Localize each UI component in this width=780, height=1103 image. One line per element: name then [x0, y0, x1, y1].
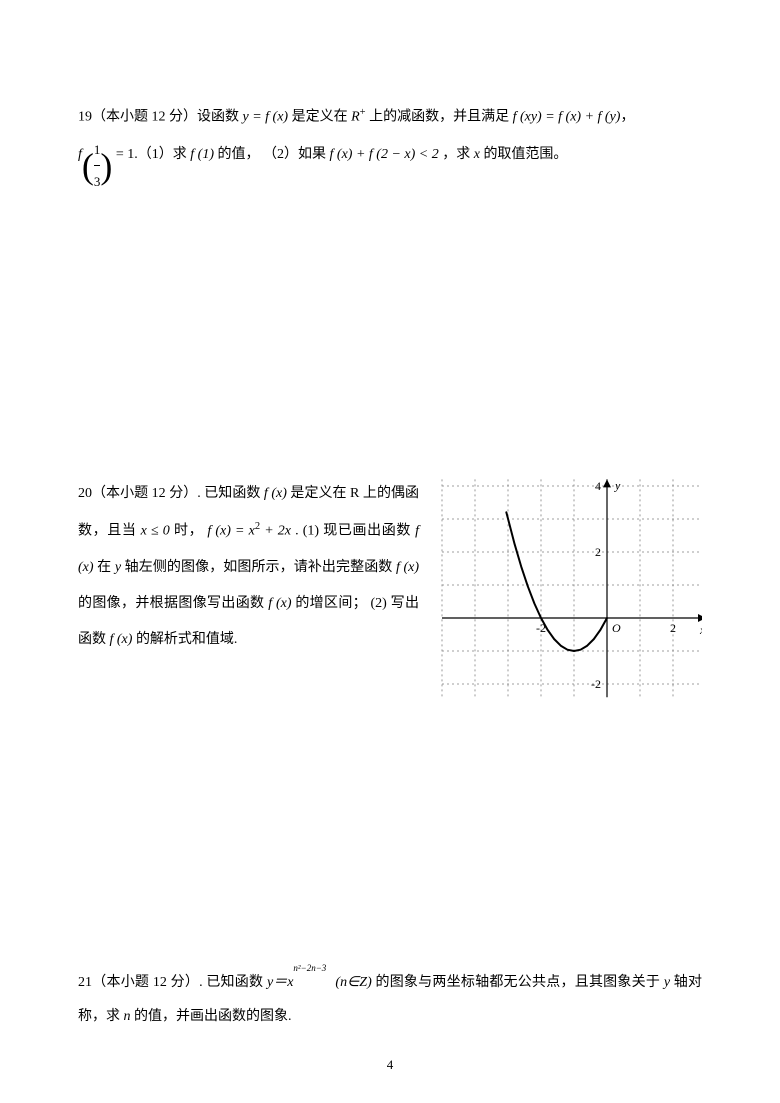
text: 已知函数 [203, 975, 267, 990]
text: 的解析式和值域. [132, 632, 237, 647]
text: 上的减函数，并且满足 [366, 110, 513, 125]
variable-n: n [124, 1009, 131, 1024]
svg-text:O: O [612, 621, 621, 635]
svg-text:2: 2 [670, 621, 676, 635]
svg-text:-2: -2 [591, 677, 601, 691]
problem-number: 21 [78, 975, 92, 990]
text: 是定义在 [288, 110, 351, 125]
function-fx: f (x) [264, 486, 287, 501]
condition: (n∈Z) [335, 975, 371, 990]
problem-20-row: 20（本小题 12 分）. 已知函数 f (x) 是定义在 R 上的偶函数，且当… [78, 476, 702, 706]
text: 在 [94, 560, 115, 575]
svg-text:x: x [699, 623, 702, 637]
equation-post: + 2x [260, 523, 291, 538]
text: ， [620, 110, 634, 125]
text: 的图象与两坐标轴都无公共点，且其图象关于 [372, 975, 664, 990]
equation: f (xy) = f (x) + f (y) [513, 110, 621, 125]
text: 的取值范围。 [480, 147, 568, 162]
text: 设函数 [197, 110, 243, 125]
equation: y = f (x) [243, 110, 289, 125]
domain-symbol: R [351, 110, 360, 125]
subquestion-2: （2）如果 [260, 147, 330, 162]
points-label: （本小题 12 分） [92, 110, 197, 125]
condition: x ≤ 0 [141, 523, 170, 538]
function-fx: f (x) [110, 632, 133, 647]
equation: f (x) + f (2 − x) < 2 [330, 147, 439, 162]
text: 的值，并画出函数的图象. [131, 1009, 292, 1024]
text: 的图像，并根据图像写出函数 [78, 596, 268, 611]
svg-text:y: y [614, 479, 621, 493]
text: 轴左侧的图像，如图所示，请补出完整函数 [121, 560, 396, 575]
problem-19: 19（本小题 12 分）设函数 y = f (x) 是定义在 R+ 上的减函数，… [78, 100, 702, 176]
svg-text:4: 4 [595, 479, 601, 493]
subquestion-1: （1）求 [138, 147, 191, 162]
text: 的值， [214, 147, 260, 162]
text: 已知函数 [201, 486, 264, 501]
points-label: （本小题 12 分）. [92, 486, 201, 501]
points-label: （本小题 12 分）. [92, 975, 203, 990]
equation: f (x) = x [207, 523, 254, 538]
text: 时， [170, 523, 208, 538]
fraction-paren: (13) [82, 134, 113, 176]
problem-number: 20 [78, 486, 92, 501]
text: ，求 [439, 147, 474, 162]
equation: f (1) [190, 147, 214, 162]
problem-20-text: 20（本小题 12 分）. 已知函数 f (x) 是定义在 R 上的偶函数，且当… [78, 476, 419, 659]
problem-21: 21（本小题 12 分）. 已知函数 y＝xn²−2n−3 (n∈Z) 的图象与两… [78, 966, 702, 1033]
problem-20-graph: -22-224xyO [437, 476, 702, 706]
svg-text:2: 2 [595, 545, 601, 559]
power-base: y＝x [267, 975, 293, 990]
power-expression: y＝xn²−2n−3 [267, 966, 293, 1000]
page-number: 4 [0, 1057, 780, 1073]
parabola-graph-svg: -22-224xyO [437, 476, 702, 701]
equals-one: = 1 [112, 147, 134, 162]
power-exponent: n²−2n−3 [293, 958, 326, 980]
text: . (1) 现已画出函数 [291, 523, 415, 538]
problem-number: 19 [78, 110, 92, 125]
function-fx: f (x) [268, 596, 291, 611]
function-fx: f (x) [396, 560, 419, 575]
